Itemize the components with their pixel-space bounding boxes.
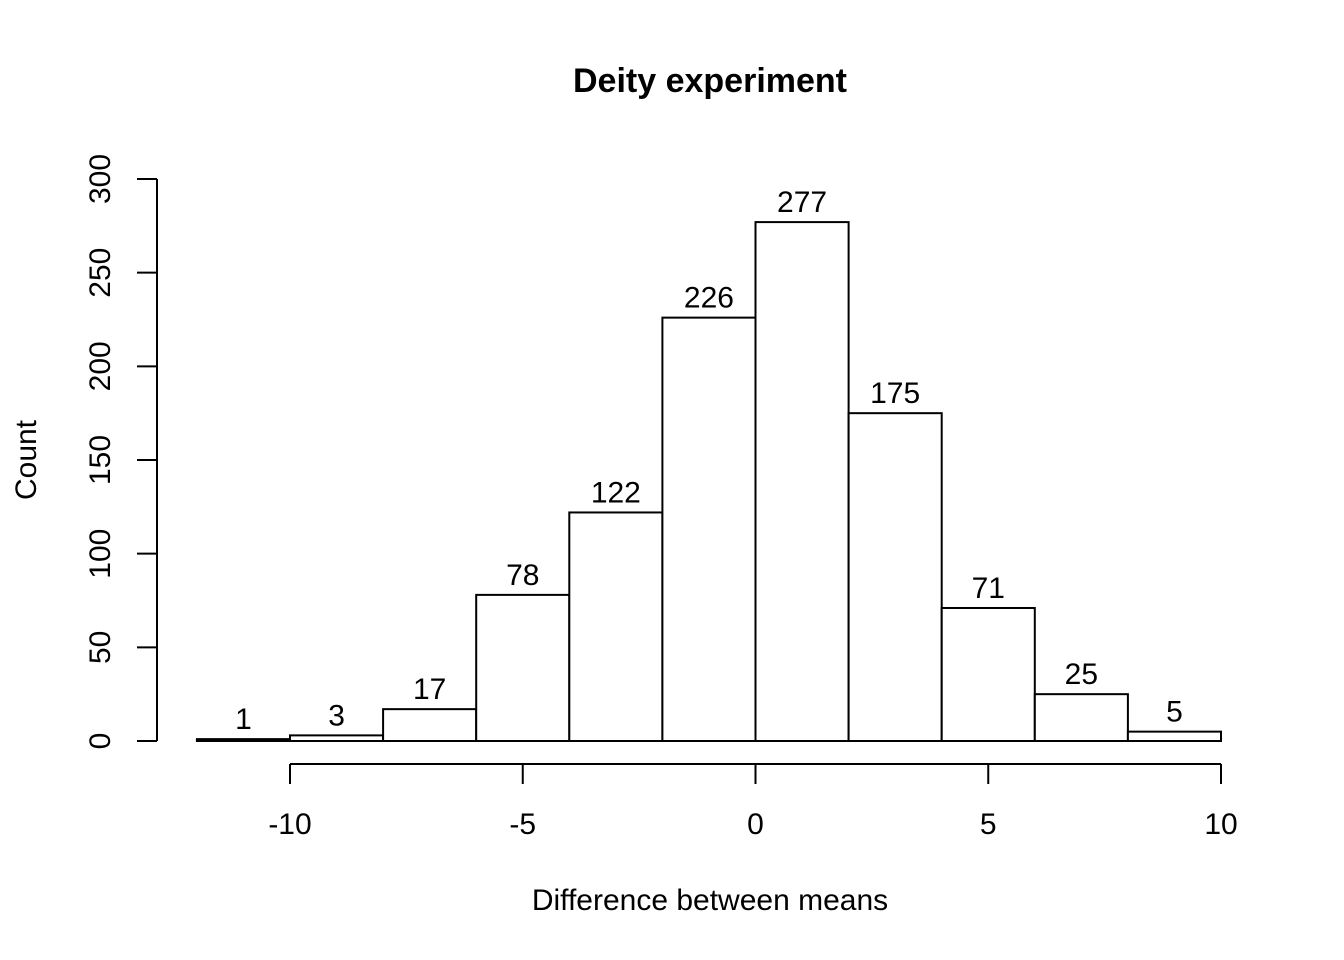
histogram-bar bbox=[382, 708, 478, 742]
y-axis-label: Count bbox=[10, 419, 43, 500]
x-tick-label: -5 bbox=[509, 808, 536, 841]
bar-value-labels: 1 3 17 78 122 226 277 175 71 25 5 bbox=[235, 186, 1183, 736]
bar-value-label: 1 bbox=[235, 703, 252, 736]
histogram-bar bbox=[568, 511, 664, 742]
x-tick-label: 5 bbox=[980, 808, 997, 841]
x-axis-label: Difference between means bbox=[532, 884, 888, 917]
bar-value-label: 226 bbox=[684, 282, 734, 315]
y-axis: 0 50 100 150 200 250 300 bbox=[84, 154, 158, 750]
x-tick-label: 10 bbox=[1204, 808, 1237, 841]
histogram-bar bbox=[1126, 730, 1223, 742]
y-tick-label: 200 bbox=[84, 341, 117, 391]
y-tick-label: 250 bbox=[84, 248, 117, 298]
bars-group bbox=[195, 221, 1223, 743]
y-tick-label: 0 bbox=[84, 733, 117, 750]
x-tick-label: 0 bbox=[747, 808, 764, 841]
bar-value-label: 3 bbox=[328, 699, 345, 732]
y-tick-label: 150 bbox=[84, 435, 117, 485]
bar-value-label: 122 bbox=[591, 476, 641, 509]
x-axis: -10 -5 0 5 10 bbox=[268, 763, 1238, 841]
histogram-bar bbox=[1033, 693, 1129, 742]
bar-value-label: 25 bbox=[1065, 658, 1098, 691]
bar-value-label: 78 bbox=[506, 559, 539, 592]
x-tick-label: -10 bbox=[268, 808, 311, 841]
bar-value-label: 71 bbox=[972, 572, 1005, 605]
histogram-bar bbox=[289, 734, 385, 743]
bar-value-label: 175 bbox=[870, 377, 920, 410]
histogram-bar bbox=[847, 412, 943, 742]
y-tick-label: 300 bbox=[84, 154, 117, 204]
histogram-bar bbox=[661, 316, 757, 742]
histogram-bar bbox=[940, 606, 1036, 743]
histogram-bar bbox=[754, 221, 850, 743]
y-tick-label: 50 bbox=[84, 631, 117, 664]
bar-value-label: 5 bbox=[1166, 696, 1183, 729]
histogram-bar bbox=[195, 738, 291, 743]
y-tick-label: 100 bbox=[84, 529, 117, 579]
bar-value-label: 277 bbox=[777, 186, 827, 219]
bar-value-label: 17 bbox=[413, 673, 446, 706]
histogram-bar bbox=[475, 593, 571, 743]
chart-title: Deity experiment bbox=[573, 62, 847, 100]
